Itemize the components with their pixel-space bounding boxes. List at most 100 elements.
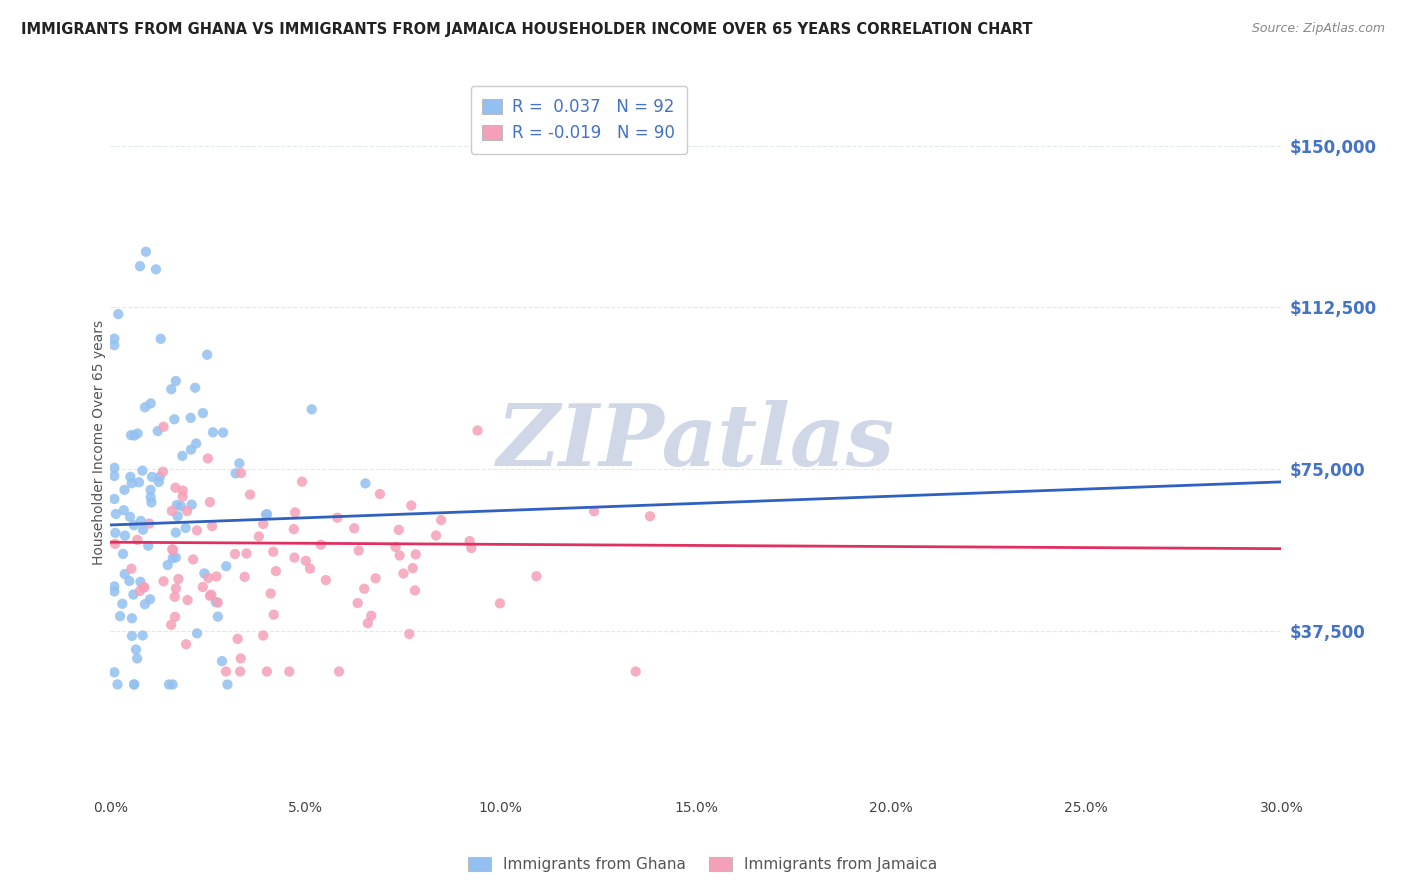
Point (315, 573, 337, 587)
Point (357, 616, 380, 631)
Point (103, 584, 125, 599)
Point (193, 566, 215, 581)
Point (283, 550, 305, 565)
Point (139, 490, 162, 504)
Point (120, 562, 142, 576)
Point (120, 470, 142, 484)
Point (364, 571, 387, 585)
Point (398, 627, 420, 641)
Point (104, 525, 127, 540)
Point (226, 632, 249, 646)
Point (156, 558, 179, 572)
Point (201, 425, 224, 440)
Point (256, 665, 278, 679)
Point (127, 426, 149, 441)
Point (283, 522, 305, 536)
Point (152, 465, 174, 479)
Point (229, 466, 252, 480)
Point (229, 665, 252, 679)
Point (211, 654, 233, 668)
Point (207, 596, 229, 610)
Point (107, 677, 129, 691)
Point (122, 588, 145, 602)
Point (200, 588, 222, 602)
Point (346, 596, 368, 610)
Point (309, 538, 332, 552)
Point (148, 475, 170, 489)
Point (134, 401, 156, 415)
Text: ZIPatlas: ZIPatlas (496, 401, 896, 483)
Point (165, 525, 187, 540)
Text: Source: ZipAtlas.com: Source: ZipAtlas.com (1251, 22, 1385, 36)
Point (254, 508, 277, 522)
Point (111, 597, 134, 611)
Point (104, 537, 127, 551)
Point (205, 569, 228, 583)
Point (252, 628, 274, 642)
Point (360, 608, 382, 623)
Point (404, 583, 426, 598)
Point (233, 570, 256, 584)
Point (103, 665, 125, 680)
Point (122, 518, 145, 533)
Point (368, 487, 391, 501)
Point (134, 597, 156, 611)
Point (402, 561, 425, 575)
Point (160, 542, 183, 557)
Point (165, 550, 187, 565)
Point (118, 509, 141, 524)
Point (162, 543, 184, 558)
Point (112, 547, 135, 561)
Point (132, 581, 155, 595)
Point (638, 509, 661, 524)
Point (198, 589, 221, 603)
Point (405, 547, 427, 561)
Point (212, 425, 235, 440)
Point (247, 529, 270, 543)
Point (425, 528, 447, 542)
Point (134, 580, 156, 594)
Point (139, 483, 162, 497)
Point (103, 338, 125, 352)
Point (112, 503, 135, 517)
Point (103, 579, 125, 593)
Y-axis label: Householder Income Over 65 years: Householder Income Over 65 years (93, 319, 107, 565)
Point (125, 642, 148, 657)
Point (235, 546, 257, 560)
Point (263, 607, 285, 622)
Point (392, 566, 415, 581)
Point (103, 460, 125, 475)
Point (197, 451, 219, 466)
Point (215, 665, 238, 679)
Point (228, 456, 250, 470)
Point (186, 436, 208, 450)
Point (152, 419, 174, 434)
Point (326, 510, 349, 524)
Point (207, 609, 229, 624)
Point (166, 509, 188, 524)
Point (186, 524, 208, 538)
Point (460, 541, 482, 555)
Point (278, 665, 301, 679)
Point (129, 259, 152, 273)
Point (132, 523, 155, 537)
Point (160, 382, 183, 396)
Point (299, 561, 322, 575)
Point (384, 540, 406, 554)
Point (174, 637, 197, 651)
Point (180, 410, 202, 425)
Point (162, 551, 184, 566)
Point (262, 545, 284, 559)
Point (120, 428, 142, 442)
Point (129, 514, 152, 528)
Point (225, 467, 247, 481)
Point (170, 500, 193, 514)
Point (180, 498, 202, 512)
Point (131, 628, 153, 642)
Point (121, 629, 143, 643)
Point (136, 539, 159, 553)
Point (259, 586, 281, 600)
Point (172, 483, 194, 498)
Point (172, 490, 194, 504)
Point (172, 449, 194, 463)
